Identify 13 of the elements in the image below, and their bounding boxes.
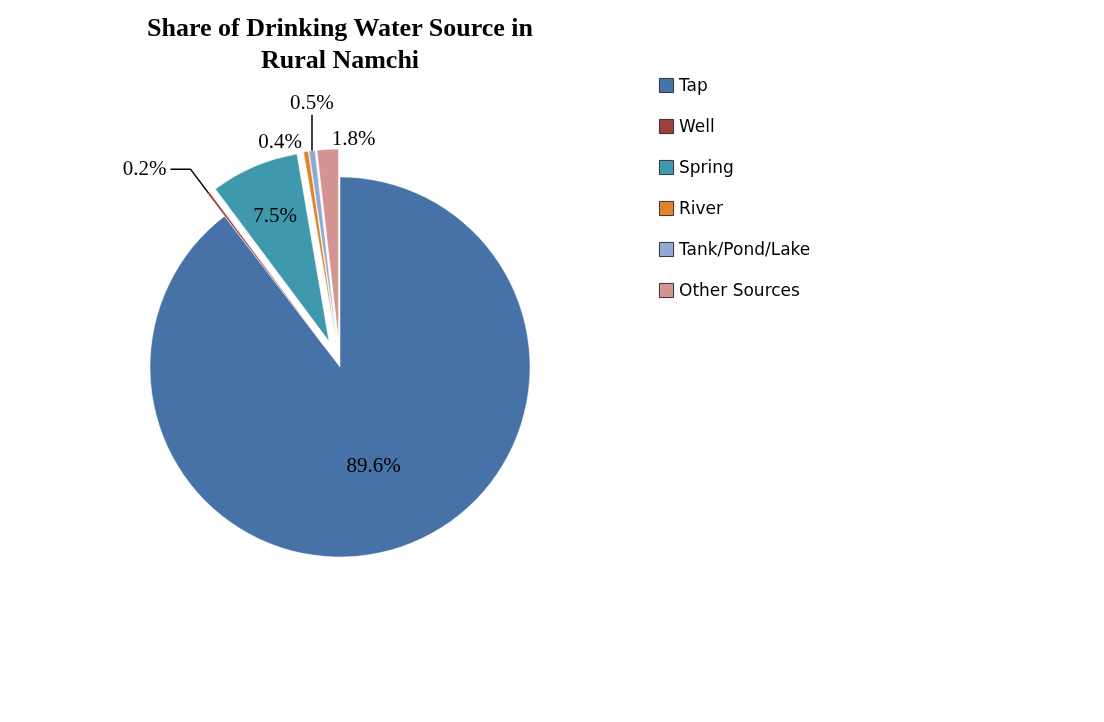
legend-label: Tap xyxy=(678,74,708,95)
legend-label: Tank/Pond/Lake xyxy=(678,238,811,259)
legend-label: Well xyxy=(679,115,715,136)
data-label: 1.8% xyxy=(331,126,376,151)
legend-label: River xyxy=(679,197,724,218)
data-label: 89.6% xyxy=(346,452,401,477)
data-label: 0.2% xyxy=(122,156,167,181)
data-label: 0.4% xyxy=(258,128,302,153)
data-label: 0.5% xyxy=(290,89,334,114)
data-label: 7.5% xyxy=(253,202,297,227)
legend-label: Spring xyxy=(679,156,734,177)
legend-label: Other Sources xyxy=(679,279,801,300)
chart-title: Share of Drinking Water Source in Rural Namchi xyxy=(147,13,534,74)
